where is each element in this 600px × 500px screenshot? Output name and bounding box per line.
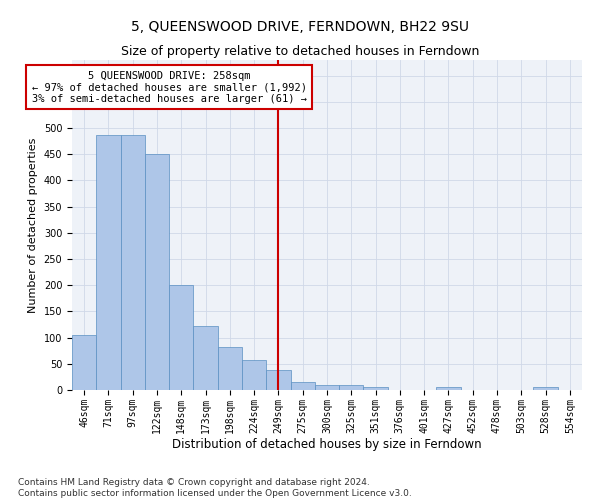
Bar [169,285,193,390]
Bar [533,388,558,390]
Bar [218,346,242,390]
Bar [266,370,290,390]
Bar [436,388,461,390]
Bar [242,360,266,390]
Y-axis label: Number of detached properties: Number of detached properties [28,138,38,312]
Bar [72,335,96,390]
Text: Contains HM Land Registry data © Crown copyright and database right 2024.
Contai: Contains HM Land Registry data © Crown c… [18,478,412,498]
X-axis label: Distribution of detached houses by size in Ferndown: Distribution of detached houses by size … [172,438,482,452]
Bar [315,385,339,390]
Bar [364,388,388,390]
Bar [193,326,218,390]
Text: Size of property relative to detached houses in Ferndown: Size of property relative to detached ho… [121,45,479,58]
Bar [290,382,315,390]
Bar [145,154,169,390]
Bar [339,385,364,390]
Text: 5, QUEENSWOOD DRIVE, FERNDOWN, BH22 9SU: 5, QUEENSWOOD DRIVE, FERNDOWN, BH22 9SU [131,20,469,34]
Bar [121,135,145,390]
Bar [96,135,121,390]
Text: 5 QUEENSWOOD DRIVE: 258sqm
← 97% of detached houses are smaller (1,992)
3% of se: 5 QUEENSWOOD DRIVE: 258sqm ← 97% of deta… [32,70,307,104]
